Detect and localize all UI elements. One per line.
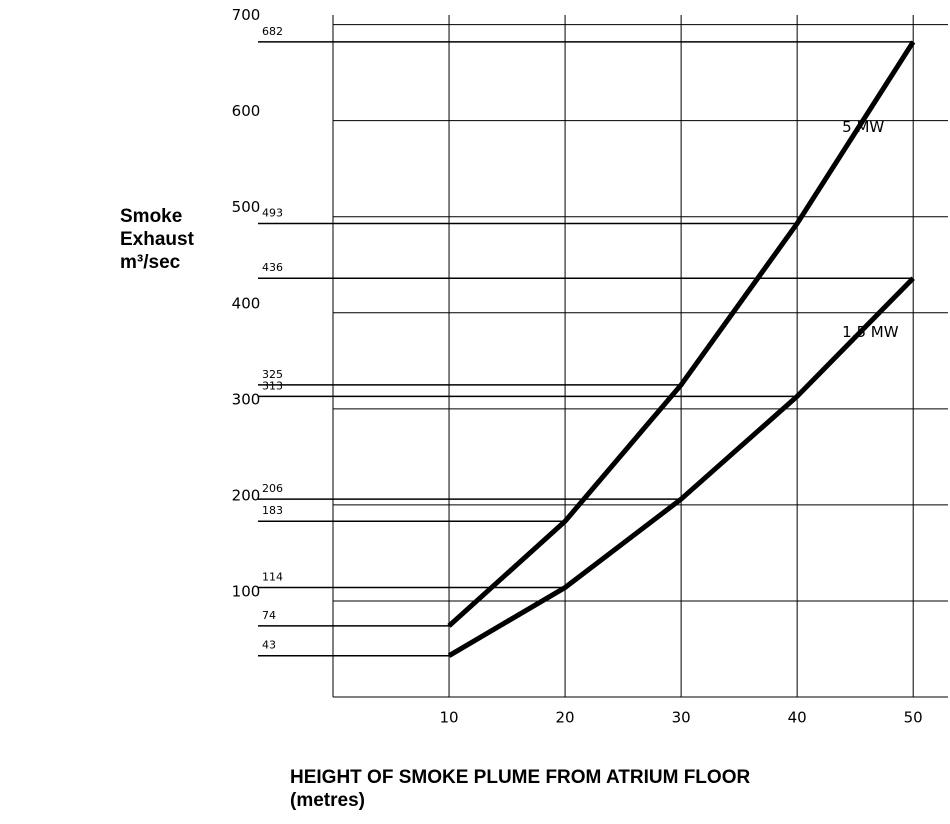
value-label: 183 bbox=[262, 504, 283, 517]
y-axis-title: Exhaust bbox=[120, 229, 195, 250]
value-label: 436 bbox=[262, 261, 283, 274]
y-tick-label: 500 bbox=[232, 198, 261, 216]
x-tick-label: 40 bbox=[788, 709, 807, 727]
series-line bbox=[447, 276, 915, 658]
y-tick-label: 300 bbox=[232, 390, 261, 408]
value-label: 493 bbox=[262, 206, 283, 219]
y-tick-label: 200 bbox=[232, 486, 261, 504]
x-tick-label: 20 bbox=[556, 709, 575, 727]
value-label: 74 bbox=[262, 609, 276, 622]
value-label: 313 bbox=[262, 379, 283, 392]
x-tick-label: 50 bbox=[904, 709, 923, 727]
series-line bbox=[447, 40, 916, 628]
y-axis-title: m³/sec bbox=[120, 252, 181, 273]
x-tick-label: 30 bbox=[672, 709, 691, 727]
y-tick-label: 400 bbox=[232, 294, 261, 312]
x-tick-label: 10 bbox=[439, 709, 458, 727]
value-label: 325 bbox=[262, 368, 283, 381]
y-tick-label: 100 bbox=[232, 582, 261, 600]
x-axis-title: (metres) bbox=[290, 790, 365, 811]
value-label: 43 bbox=[262, 639, 276, 652]
y-tick-label: 600 bbox=[232, 102, 261, 120]
x-axis-title: HEIGHT OF SMOKE PLUME FROM ATRIUM FLOOR bbox=[290, 767, 750, 788]
series-label: 5 MW bbox=[842, 118, 884, 136]
value-label: 682 bbox=[262, 25, 283, 38]
y-tick-label: 700 bbox=[232, 6, 261, 24]
value-label: 114 bbox=[262, 570, 283, 583]
series-label: 1.5 MW bbox=[842, 323, 899, 341]
y-axis-title: Smoke bbox=[120, 206, 182, 227]
value-label: 206 bbox=[262, 482, 283, 495]
